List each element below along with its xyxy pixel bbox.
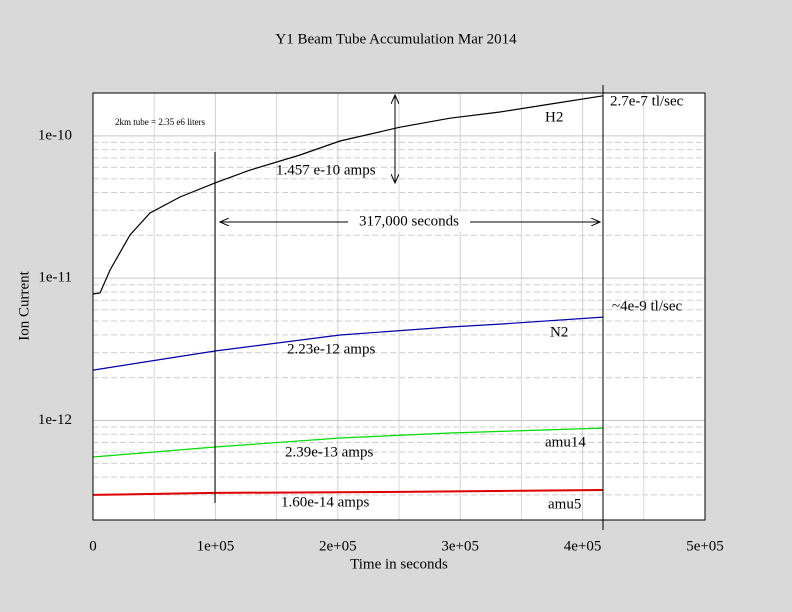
chart-title: Y1 Beam Tube Accumulation Mar 2014	[275, 31, 517, 47]
series-label: N2	[550, 324, 568, 340]
series-lines	[92, 95, 604, 496]
annotation: 317,000 seconds	[359, 213, 459, 229]
series-label: H2	[545, 109, 563, 125]
x-tick-label: 1e+05	[197, 538, 235, 554]
series-line	[92, 489, 604, 496]
series-label: amu14	[545, 434, 586, 450]
x-tick-label: 0	[89, 538, 97, 554]
x-tick-label: 3e+05	[441, 538, 479, 554]
annotation: 2km tube = 2.35 e6 liters	[115, 117, 206, 127]
series-line	[92, 427, 604, 458]
annotation: 2.39e-13 amps	[285, 444, 373, 460]
y-tick-label: 1e-10	[38, 127, 72, 143]
label-bg	[348, 212, 470, 232]
x-tick-label: 2e+05	[319, 538, 357, 554]
annotation: ~4e-9 tl/sec	[612, 298, 683, 314]
plot-border	[92, 92, 706, 521]
annotation: 2.7e-7 tl/sec	[610, 93, 684, 109]
series-line	[92, 95, 604, 295]
x-tick-label: 4e+05	[564, 538, 602, 554]
annotation: 1.60e-14 amps	[281, 494, 369, 510]
y-tick-label: 1e-12	[38, 412, 72, 428]
annotation: 1.457 e-10 amps	[276, 162, 376, 178]
series-line	[92, 316, 604, 371]
y-tick-label: 1e-11	[38, 270, 72, 286]
series-label: amu5	[548, 496, 581, 512]
annotations: 2km tube = 2.35 e6 liters 1.457 e-10 amps…	[115, 93, 684, 510]
annotation: 2.23e-12 amps	[287, 341, 375, 357]
x-tick-label: 5e+05	[686, 538, 724, 554]
y-axis-label: Ion Current	[16, 270, 32, 340]
x-axis-label: Time in seconds	[350, 556, 448, 572]
